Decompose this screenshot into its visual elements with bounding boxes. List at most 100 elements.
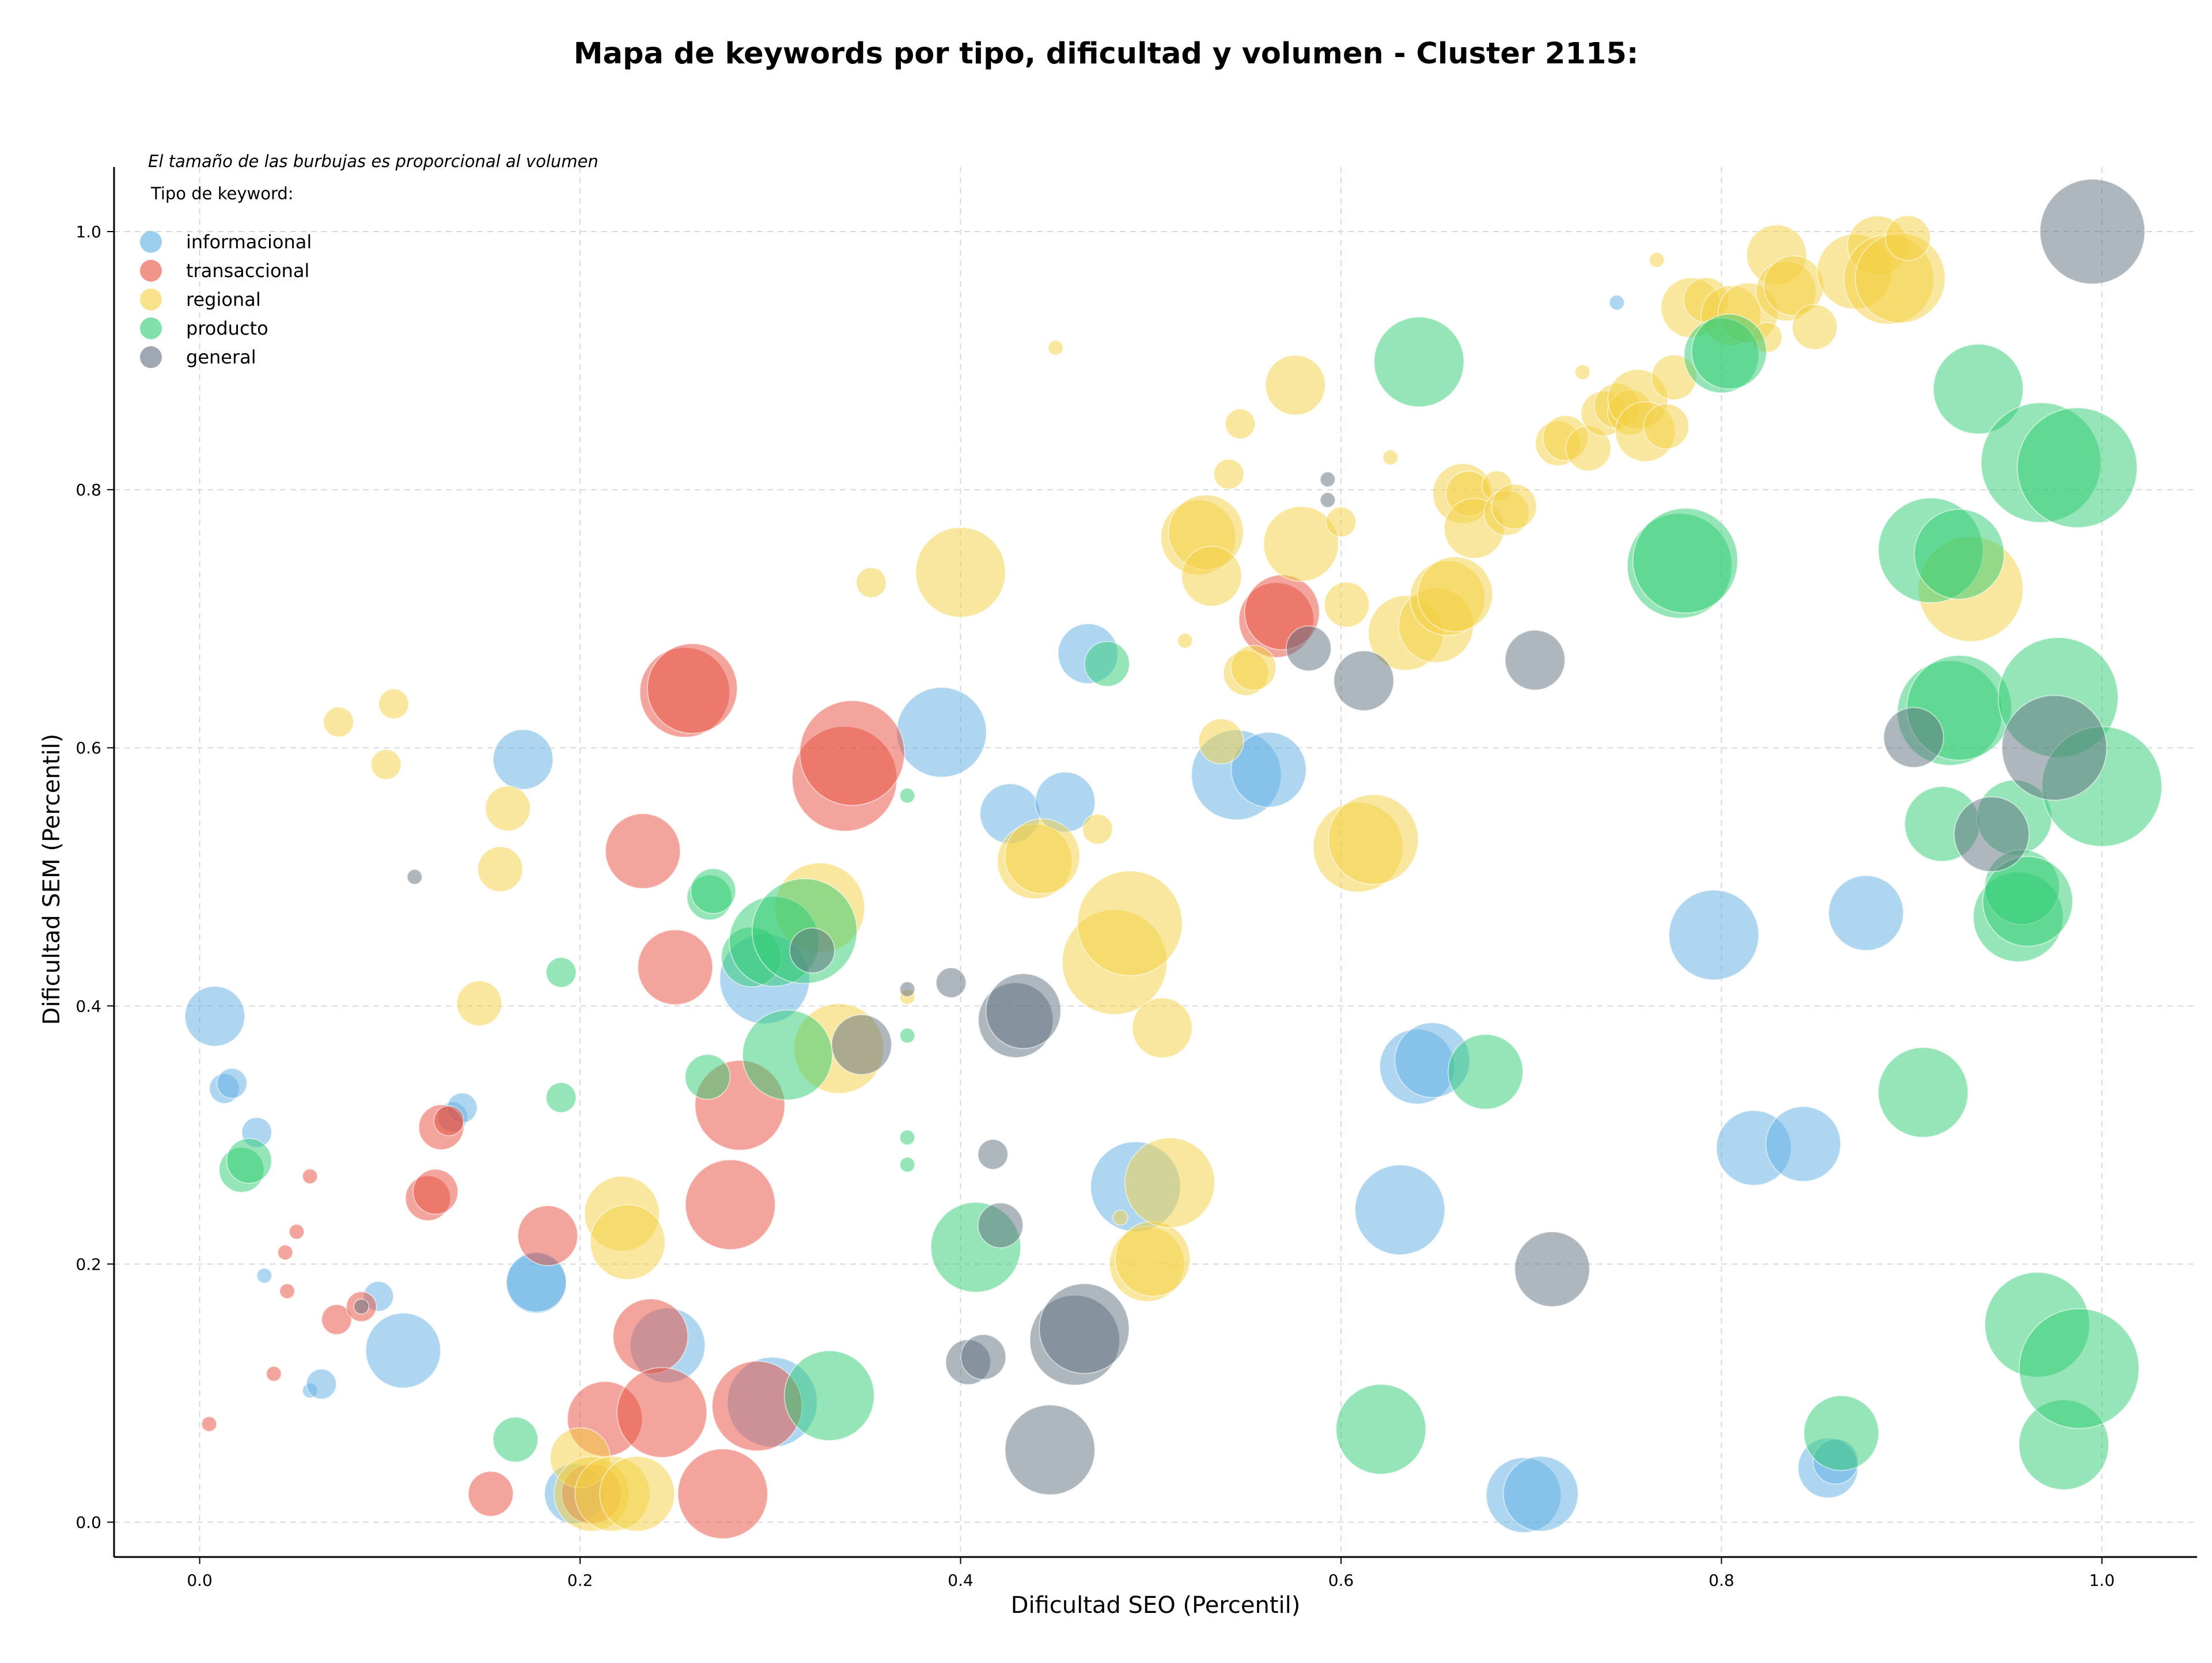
- bubble-producto: [899, 787, 916, 804]
- bubble-regional: [1328, 794, 1419, 885]
- bubble-transaccional: [799, 700, 906, 806]
- y-tick-label: 0.4: [75, 997, 101, 1016]
- bubble-general: [960, 1334, 1007, 1380]
- bubble-regional: [1649, 252, 1665, 268]
- bubble-regional: [589, 1204, 666, 1281]
- legend-label-regional: regional: [186, 289, 261, 310]
- bubble-general: [1953, 796, 2030, 873]
- bubble-producto: [2017, 407, 2138, 528]
- bubble-general: [1039, 1283, 1130, 1374]
- bubble-informacional: [216, 1067, 248, 1099]
- bubble-regional: [1574, 364, 1591, 381]
- bubble-regional: [1181, 546, 1243, 607]
- bubble-regional: [1004, 818, 1081, 895]
- bubble-informacional: [1354, 1164, 1446, 1256]
- bubble-regional: [323, 706, 354, 738]
- legend-label-producto: producto: [186, 317, 268, 339]
- bubble-general: [1319, 471, 1336, 488]
- bubble-regional: [1077, 870, 1183, 976]
- bubble-transaccional: [684, 1159, 776, 1251]
- y-tick-label: 0.0: [75, 1513, 101, 1532]
- legend-marker-general: [140, 346, 162, 368]
- bubble-regional: [1047, 339, 1064, 356]
- legend-title: Tipo de keyword:: [150, 184, 294, 203]
- bubble-producto: [1933, 343, 2024, 435]
- bubble-producto: [899, 1129, 916, 1146]
- bubble-regional: [1264, 354, 1326, 416]
- bubble-informacional: [1230, 732, 1307, 808]
- bubble-regional: [1230, 645, 1277, 691]
- bubble-transaccional: [201, 1416, 218, 1433]
- series-general: [353, 179, 2146, 1495]
- bubble-general: [1883, 707, 1944, 768]
- bubble-transaccional: [277, 1244, 294, 1261]
- bubble-general: [977, 1202, 1024, 1249]
- bubble-producto: [1373, 316, 1465, 408]
- bubble-general: [935, 967, 967, 998]
- bubble-regional: [1112, 1209, 1128, 1226]
- bubble-producto: [899, 1027, 916, 1044]
- bubble-regional: [1263, 506, 1339, 582]
- bubble-producto: [226, 1138, 272, 1184]
- bubble-producto: [1691, 313, 1767, 390]
- bubble-general: [353, 1298, 370, 1315]
- bubble-general: [1319, 492, 1336, 508]
- bubble-general: [1514, 1231, 1590, 1308]
- bubble-transaccional: [321, 1304, 353, 1335]
- x-tick-label: 0.6: [1328, 1571, 1354, 1590]
- bubble-regional: [477, 846, 524, 892]
- bubble-producto: [1803, 1395, 1880, 1471]
- x-axis-label: Dificultad SEO (Percentil): [1011, 1592, 1301, 1619]
- bubble-informacional: [896, 687, 987, 778]
- bubble-producto: [1982, 855, 2074, 947]
- bubble-producto: [2018, 1308, 2140, 1429]
- bubble-producto: [492, 1416, 539, 1463]
- x-tick-label: 0.8: [1709, 1571, 1734, 1590]
- bubble-general: [1333, 650, 1395, 711]
- bubble-regional: [1382, 449, 1399, 466]
- bubble-informacional: [256, 1267, 272, 1284]
- size-note: El tamaño de las burbujas es proporciona…: [148, 151, 599, 171]
- bubble-transaccional: [677, 1448, 768, 1540]
- legend-marker-regional: [140, 289, 162, 310]
- bubble-regional: [915, 526, 1006, 618]
- bubble-transaccional: [266, 1365, 282, 1382]
- bubble-producto: [1084, 641, 1130, 687]
- chart-title: Mapa de keywords por tipo, dificultad y …: [573, 37, 1639, 71]
- bubble-producto: [1335, 1384, 1427, 1475]
- bubble-transaccional: [302, 1168, 319, 1185]
- bubble-regional: [1124, 1137, 1215, 1229]
- bubble-producto: [899, 1156, 916, 1173]
- bubble-transaccional: [637, 929, 714, 1006]
- bubble-general: [406, 869, 423, 885]
- bubble-informacional: [305, 1368, 337, 1400]
- legend-label-general: general: [186, 346, 256, 368]
- bubble-informacional: [1765, 1106, 1842, 1182]
- bubble-regional: [1115, 1221, 1191, 1297]
- bubble-general: [2001, 695, 2108, 801]
- bubble-regional: [855, 567, 887, 598]
- x-tick-label: 0.2: [567, 1571, 593, 1590]
- bubble-general: [1285, 625, 1332, 672]
- bubble-general: [831, 1014, 892, 1075]
- bubble-regional: [370, 749, 402, 781]
- y-tick-label: 0.6: [75, 738, 101, 757]
- bubble-transaccional: [412, 1168, 459, 1215]
- bubble-regional: [1131, 997, 1193, 1059]
- bubble-informacional: [184, 986, 245, 1047]
- bubble-regional: [1213, 459, 1245, 490]
- bubble-informacional: [1608, 294, 1625, 311]
- legend-marker-producto: [140, 317, 162, 339]
- bubble-general: [2039, 179, 2146, 285]
- bubble-regional: [1491, 483, 1537, 530]
- bubble-transaccional: [646, 643, 738, 734]
- bubble-general: [977, 1139, 1009, 1170]
- bubble-informacional: [1828, 875, 1904, 951]
- bubble-transaccional: [289, 1223, 305, 1240]
- bubble-regional: [1417, 556, 1494, 632]
- x-tick-label: 0.4: [948, 1571, 974, 1590]
- bubble-transaccional: [612, 1298, 689, 1374]
- bubble-transaccional: [467, 1471, 514, 1517]
- bubble-regional: [1323, 581, 1370, 628]
